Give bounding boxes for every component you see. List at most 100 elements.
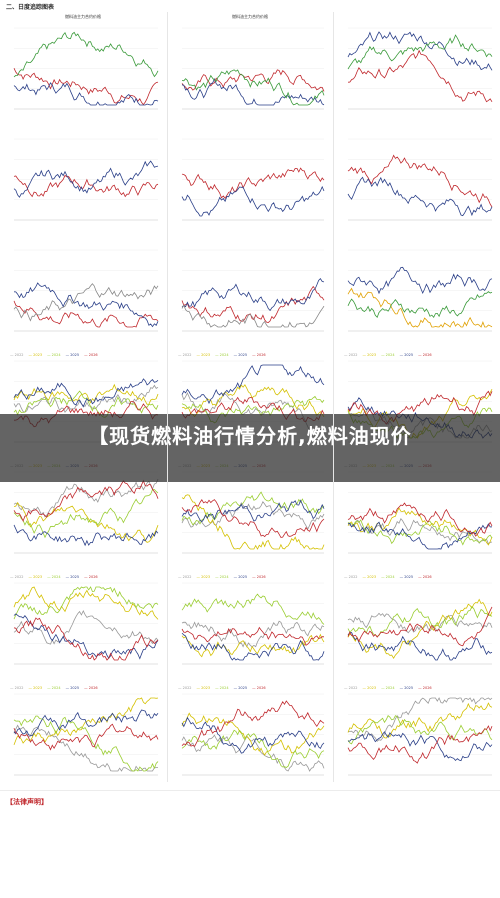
legend-entry: — 2024 <box>47 575 61 579</box>
chart-panel <box>0 234 166 345</box>
legend-entry: — 2023 <box>28 686 43 690</box>
line-chart <box>347 582 493 665</box>
series-line <box>181 304 325 328</box>
chart-legend: — 2022 — 2023 — 2024 — 2025 — 2026 <box>178 353 326 357</box>
series-line <box>13 609 159 645</box>
series-line <box>13 524 159 547</box>
chart-legend: — 2022 — 2023 — 2024 — 2025 — 2026 <box>344 686 494 690</box>
line-chart <box>347 138 493 221</box>
chart-panel <box>168 234 332 345</box>
legend-entry: — 2025 <box>65 686 80 690</box>
section-title: 二、日度追踪图表 <box>6 4 55 11</box>
series-line <box>181 700 325 747</box>
chart-panel <box>168 123 332 234</box>
line-chart <box>347 693 493 776</box>
legend-entry: — 2023 <box>362 575 377 579</box>
series-line <box>13 82 159 106</box>
series-line <box>13 300 159 328</box>
line-chart <box>181 27 325 110</box>
legend-entry: — 2023 <box>28 575 43 579</box>
series-line <box>13 478 159 518</box>
legend-entry: — 2024 <box>215 686 229 690</box>
series-line <box>13 709 159 737</box>
series-line <box>181 277 325 312</box>
legend-entry: — 2025 <box>399 575 414 579</box>
legend-entry: — 2023 <box>362 686 377 690</box>
chart-title: 燃料油主力合约价格 <box>65 14 101 19</box>
series-line <box>347 287 493 328</box>
legend-entry: — 2026 <box>84 353 98 357</box>
series-line <box>347 702 493 739</box>
headline-text: 【现货燃料油行情分析,燃料油现价 <box>88 424 412 448</box>
series-line <box>347 291 493 319</box>
chart-panel <box>334 123 500 234</box>
legend-entry: — 2026 <box>84 575 98 579</box>
series-line <box>13 479 159 523</box>
series-line <box>13 384 159 413</box>
chart-title: 燃料油主力合约价格 <box>232 14 268 19</box>
series-line <box>13 383 159 405</box>
line-chart <box>13 582 159 665</box>
line-chart <box>13 249 159 332</box>
chart-legend: — 2022 — 2023 — 2024 — 2025 — 2026 <box>344 575 494 579</box>
legend-entry: — 2026 <box>252 575 266 579</box>
series-line <box>347 725 493 764</box>
chart-panel: — 2022 — 2023 — 2024 — 2025 — 2026 <box>168 678 332 789</box>
chart-panel: — 2022 — 2023 — 2024 — 2025 — 2026 <box>334 567 500 678</box>
legend-entry: — 2026 <box>84 686 98 690</box>
series-line <box>181 632 325 661</box>
series-line <box>181 499 325 538</box>
series-line <box>347 266 493 295</box>
series-line <box>347 49 493 103</box>
legend-entry: — 2022 <box>178 353 192 357</box>
series-line <box>347 31 493 71</box>
legend-entry: — 2024 <box>381 686 395 690</box>
legend-entry: — 2022 <box>178 575 192 579</box>
legend-entry: — 2023 <box>362 353 377 357</box>
column-divider <box>333 12 334 782</box>
series-line <box>13 174 159 198</box>
chart-legend: — 2022 — 2023 — 2024 — 2025 — 2026 <box>10 686 160 690</box>
series-line <box>181 384 325 418</box>
series-line <box>181 285 325 324</box>
column-divider <box>167 12 168 782</box>
line-chart <box>181 249 325 332</box>
legend-entry: — 2024 <box>381 353 395 357</box>
legend-entry: — 2022 <box>344 575 358 579</box>
legend-entry: — 2025 <box>233 353 248 357</box>
series-line <box>347 154 493 208</box>
legend-entry: — 2023 <box>196 686 211 690</box>
legend-entry: — 2024 <box>215 353 229 357</box>
series-line <box>347 697 493 742</box>
series-line <box>181 626 325 646</box>
chart-panel <box>0 123 166 234</box>
disclaimer-title: 【法律声明】 <box>6 798 48 806</box>
series-line <box>347 176 493 217</box>
series-line <box>13 724 159 772</box>
series-line <box>13 617 159 661</box>
series-line <box>181 364 325 405</box>
legend-entry: — 2024 <box>215 575 229 579</box>
legend-entry: — 2022 <box>10 686 24 690</box>
legal-disclaimer: 【法律声明】 <box>0 790 500 898</box>
series-line <box>13 586 159 620</box>
series-line <box>13 723 159 751</box>
series-line <box>181 69 325 106</box>
series-line <box>13 283 159 322</box>
series-line <box>347 606 493 647</box>
series-line <box>13 586 159 620</box>
chart-panel: 燃料油主力合约价格 <box>0 12 166 123</box>
line-chart <box>13 138 159 221</box>
line-chart <box>181 693 325 776</box>
series-line <box>13 613 159 660</box>
legend-entry: — 2025 <box>233 686 248 690</box>
series-line <box>181 69 325 92</box>
series-line <box>347 598 493 659</box>
series-line <box>13 68 159 106</box>
series-line <box>347 612 493 634</box>
legend-entry: — 2022 <box>10 575 24 579</box>
legend-entry: — 2025 <box>65 353 80 357</box>
series-line <box>347 632 493 661</box>
series-line <box>181 712 325 756</box>
